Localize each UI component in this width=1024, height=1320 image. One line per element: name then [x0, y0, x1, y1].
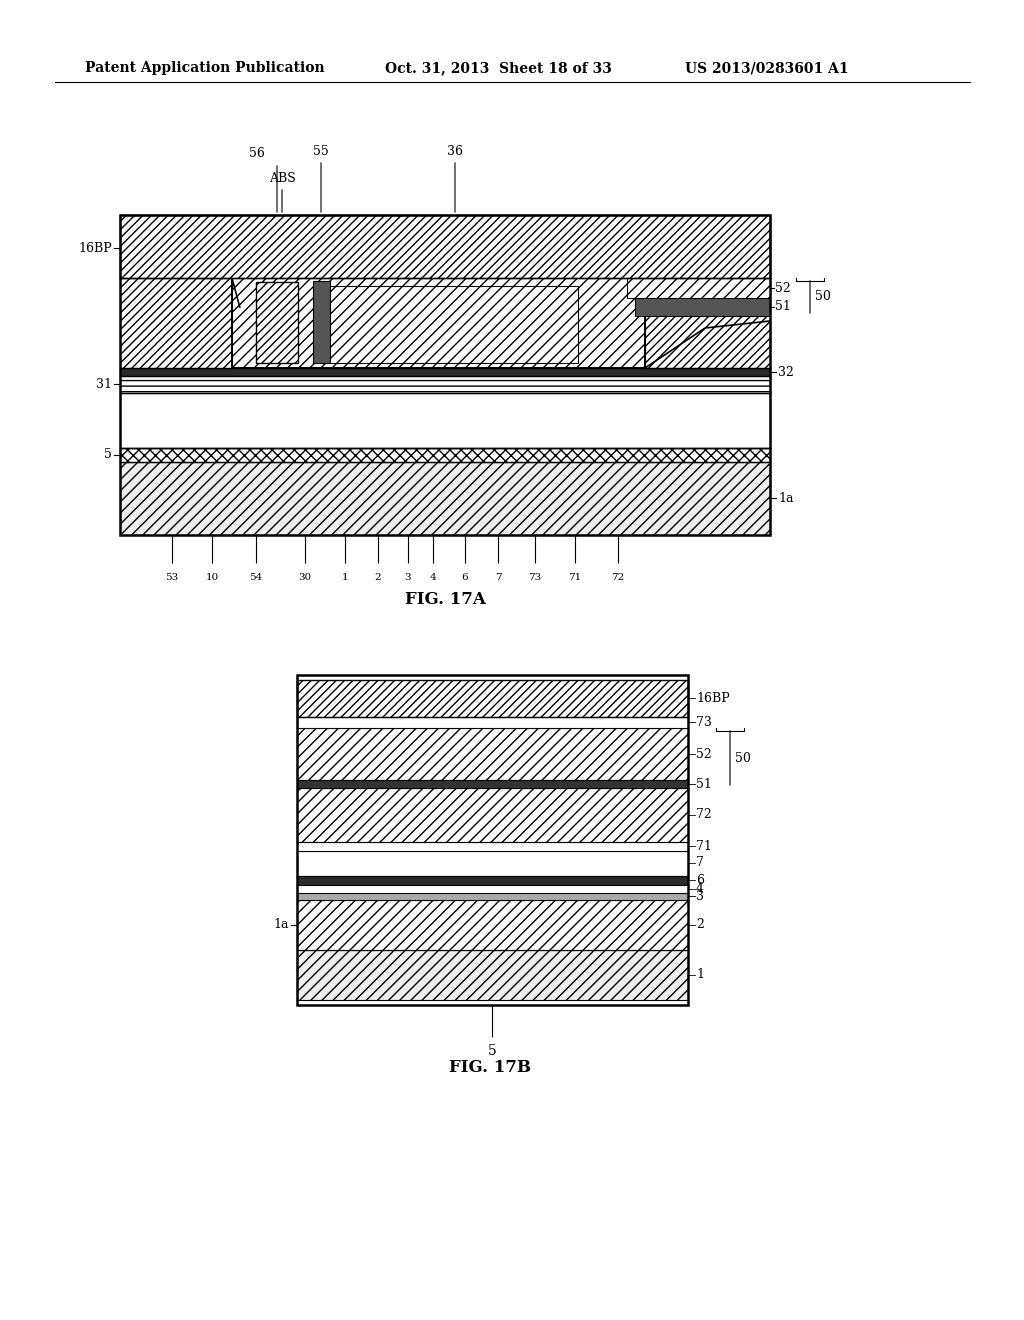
- Text: 4: 4: [696, 883, 705, 895]
- Text: 52: 52: [775, 281, 791, 294]
- Bar: [297, 900, 688, 950]
- Bar: [297, 842, 688, 851]
- Text: 16BP: 16BP: [78, 242, 112, 255]
- Text: FIG. 17A: FIG. 17A: [404, 591, 485, 609]
- Text: FIG. 17B: FIG. 17B: [449, 1060, 531, 1077]
- Text: 6: 6: [462, 573, 468, 582]
- Text: Oct. 31, 2013  Sheet 18 of 33: Oct. 31, 2013 Sheet 18 of 33: [385, 61, 612, 75]
- Bar: [120, 447, 770, 462]
- Bar: [635, 298, 770, 315]
- Text: ABS: ABS: [268, 172, 295, 185]
- Text: 32: 32: [778, 366, 794, 379]
- Text: 30: 30: [298, 573, 311, 582]
- Bar: [297, 680, 688, 717]
- Text: 50: 50: [815, 290, 830, 304]
- Text: Patent Application Publication: Patent Application Publication: [85, 61, 325, 75]
- Text: 10: 10: [206, 573, 219, 582]
- Text: 3: 3: [404, 573, 412, 582]
- Bar: [120, 368, 770, 376]
- Text: US 2013/0283601 A1: US 2013/0283601 A1: [685, 61, 849, 75]
- Bar: [297, 894, 688, 900]
- Bar: [120, 462, 770, 535]
- Text: 73: 73: [696, 715, 712, 729]
- Bar: [645, 279, 770, 368]
- Text: 1a: 1a: [273, 919, 289, 932]
- Text: 7: 7: [696, 857, 703, 870]
- Bar: [120, 215, 770, 535]
- Text: 51: 51: [696, 777, 712, 791]
- Bar: [120, 393, 770, 447]
- Text: 31: 31: [96, 378, 112, 391]
- Bar: [297, 851, 688, 876]
- Text: 52: 52: [696, 747, 712, 760]
- Text: 55: 55: [313, 145, 329, 158]
- Text: 2: 2: [696, 919, 703, 932]
- Text: 73: 73: [528, 573, 542, 582]
- Bar: [120, 279, 232, 368]
- Text: 6: 6: [696, 874, 705, 887]
- Bar: [232, 279, 645, 368]
- Text: 1a: 1a: [778, 491, 794, 504]
- Text: 5: 5: [104, 449, 112, 462]
- Text: 53: 53: [165, 573, 178, 582]
- Text: 7: 7: [495, 573, 502, 582]
- Text: 72: 72: [611, 573, 625, 582]
- Text: 5: 5: [487, 1044, 497, 1059]
- Text: 2: 2: [375, 573, 381, 582]
- Bar: [297, 950, 688, 1001]
- Text: 36: 36: [447, 145, 463, 158]
- Bar: [297, 884, 688, 894]
- Bar: [313, 281, 330, 363]
- Bar: [120, 376, 770, 393]
- Text: 72: 72: [696, 808, 712, 821]
- Bar: [297, 788, 688, 842]
- Text: 71: 71: [568, 573, 582, 582]
- Text: 3: 3: [696, 890, 705, 903]
- Text: 1: 1: [696, 969, 705, 982]
- Text: 50: 50: [735, 751, 751, 764]
- Bar: [297, 876, 688, 884]
- Text: 16BP: 16BP: [696, 692, 730, 705]
- Text: 51: 51: [775, 301, 791, 314]
- Text: 54: 54: [250, 573, 262, 582]
- Text: 56: 56: [249, 147, 265, 160]
- Bar: [120, 279, 770, 368]
- Bar: [297, 729, 688, 780]
- Text: 1: 1: [342, 573, 348, 582]
- Bar: [297, 717, 688, 729]
- Bar: [120, 215, 770, 279]
- Bar: [297, 675, 688, 1005]
- Bar: [256, 282, 298, 363]
- Bar: [627, 279, 770, 298]
- Bar: [330, 286, 578, 363]
- Bar: [297, 780, 688, 788]
- Text: 71: 71: [696, 840, 712, 853]
- Text: 4: 4: [430, 573, 436, 582]
